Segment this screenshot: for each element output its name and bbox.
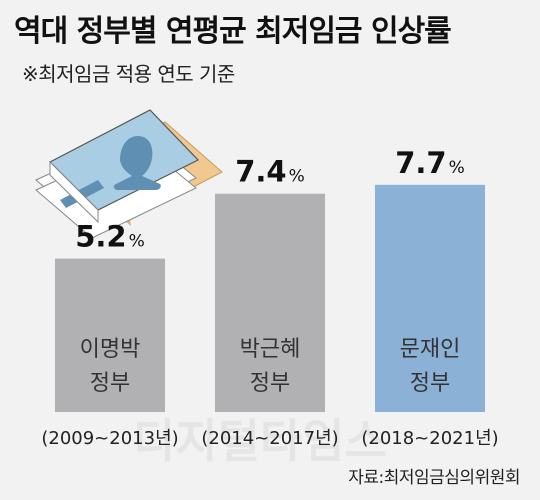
category-period: (2009~2013년) xyxy=(41,428,178,449)
watermark: 디지털타임스 xyxy=(133,414,387,468)
category-period: (2018~2021년) xyxy=(361,428,498,449)
stacked-banknotes-icon xyxy=(35,109,223,239)
category-name-line2: 정부 xyxy=(90,371,130,396)
value-label: 7.4% xyxy=(235,155,305,189)
category-name-line2: 정부 xyxy=(410,371,450,396)
chart-title: 역대 정부별 연평균 최저임금 인상률 xyxy=(14,14,452,49)
category-name-line1: 이명박 xyxy=(80,337,141,362)
value-unit: % xyxy=(449,158,465,178)
chart-subtitle: ※최저임금 적용 연도 기준 xyxy=(22,62,235,86)
category-name-line1: 박근혜 xyxy=(240,337,301,362)
bar xyxy=(375,184,485,412)
value-number: 5.2 xyxy=(75,220,126,254)
value-unit: % xyxy=(129,232,145,252)
value-unit: % xyxy=(289,167,305,187)
value-number: 7.4 xyxy=(235,155,286,189)
value-number: 7.7 xyxy=(395,146,446,180)
value-label: 5.2% xyxy=(75,220,145,254)
bar xyxy=(55,258,165,412)
category-period: (2014~2017년) xyxy=(201,428,338,449)
category-name-line1: 문재인 xyxy=(400,337,461,362)
source-note: 자료:최저임금심의위원회 xyxy=(348,468,520,488)
bar xyxy=(215,193,325,412)
value-label: 7.7% xyxy=(395,146,465,180)
category-name-line2: 정부 xyxy=(250,371,290,396)
